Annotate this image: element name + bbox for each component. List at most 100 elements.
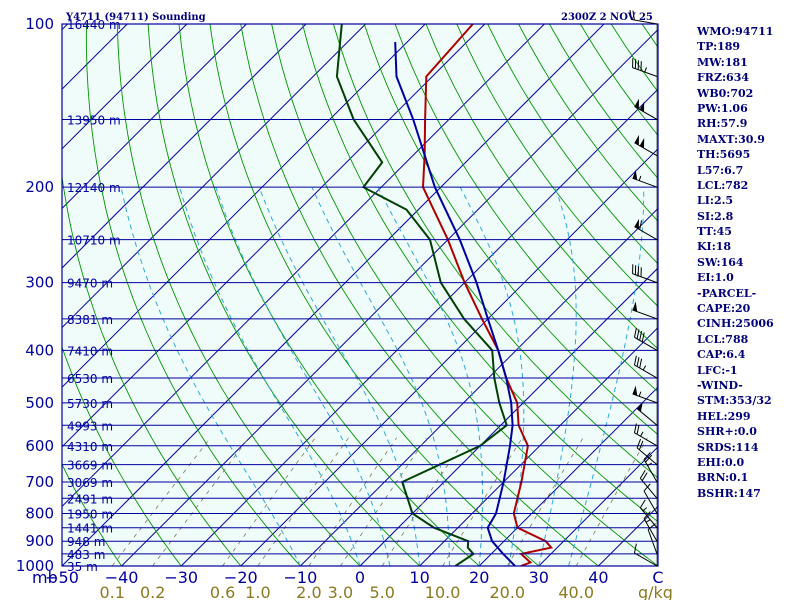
- pressure-tick-label: 1000: [16, 557, 54, 575]
- height-label: 3669 m: [67, 459, 113, 473]
- isotherm-line: [180, 88, 658, 566]
- isotherm-line: [359, 267, 658, 566]
- wind-barb: [643, 483, 658, 514]
- index-item: BRN:0.1: [697, 471, 749, 485]
- isotherm-line: [300, 207, 658, 566]
- mixing-ratio-label: 0.6: [210, 583, 235, 600]
- index-item: TT:45: [697, 225, 732, 239]
- wind-barb: [632, 264, 658, 284]
- index-item: EI:1.0: [697, 271, 734, 285]
- index-item: WMO:94711: [697, 25, 774, 38]
- mixing-ratio-label: 0.1: [99, 583, 124, 600]
- pressure-tick-label: 300: [25, 274, 54, 292]
- index-item: L57:6.7: [697, 163, 744, 177]
- index-item: SI:2.8: [697, 209, 734, 223]
- isotherm-line: [62, 24, 486, 448]
- wind-barb: [636, 401, 658, 426]
- moist-adiabat-line: [179, 187, 361, 566]
- isotherm-line: [121, 28, 658, 566]
- mixing-ratio-line: [222, 437, 316, 566]
- height-label: 948 m: [67, 535, 105, 549]
- wind-barb: [633, 355, 658, 379]
- index-item: CAPE:20: [697, 302, 751, 316]
- index-item: TH:5695: [697, 148, 751, 162]
- pressure-unit-label: mb: [32, 568, 58, 587]
- temperature-tick-label: 10: [409, 568, 429, 587]
- wind-barb: [634, 98, 658, 120]
- wind-barb: [639, 499, 658, 529]
- height-label: 3069 m: [67, 476, 113, 490]
- mixing-ratio-label: 10.0: [425, 583, 461, 600]
- isotherm-line: [478, 386, 658, 566]
- temperature-tick-label: 20: [469, 568, 489, 587]
- height-label: 4993 m: [67, 419, 113, 433]
- mixing-ratio-line: [340, 437, 427, 566]
- pressure-tick-label: 200: [25, 178, 54, 196]
- height-label: 12140 m: [67, 181, 121, 195]
- height-label: 1950 m: [67, 508, 113, 522]
- stability-indices-list: WMO:94711 TP:189 MW:181 FRZ:634 WB0:702 PW:1.…: [697, 24, 800, 501]
- isotherm-line: [419, 326, 658, 566]
- index-item: HEL:299: [697, 409, 751, 423]
- index-item: KI:18: [697, 240, 732, 254]
- wind-barb: [643, 511, 658, 542]
- index-item: STM:353/32: [697, 394, 772, 408]
- mixing-ratio-line: [257, 437, 349, 566]
- temperature-tick-label: 40: [588, 568, 608, 587]
- height-label: 2491 m: [67, 492, 113, 506]
- index-item: FRZ:634: [697, 71, 750, 85]
- wind-barb: [634, 134, 658, 157]
- plot-area: [62, 24, 658, 566]
- isotherm-line: [62, 24, 247, 210]
- temperature-tick-label: 30: [529, 568, 549, 587]
- isotherm-line: [62, 24, 366, 329]
- index-item: LI:2.5: [697, 194, 734, 208]
- isotherm-line: [62, 24, 426, 388]
- index-item: EHI:0.0: [697, 455, 745, 469]
- index-item: MAXT:30.9: [697, 132, 765, 146]
- index-item: CAP:6.4: [697, 348, 746, 362]
- index-item: -WIND-: [697, 378, 743, 392]
- index-item: WB0:702: [697, 86, 754, 100]
- height-label: 1441 m: [67, 522, 113, 536]
- temperature-unit-label: C: [652, 568, 663, 587]
- plot-frame: [61, 23, 659, 567]
- isotherm-line: [62, 24, 188, 150]
- isotherm-line: [62, 24, 605, 566]
- index-item: BSHR:147: [697, 486, 761, 500]
- mixing-ratio-label: 0.2: [140, 583, 165, 600]
- wind-barb: [634, 218, 658, 241]
- temperature-tick-label: −10: [284, 568, 318, 587]
- index-item: MW:181: [697, 55, 748, 69]
- wind-barb: [632, 58, 658, 77]
- pressure-tick-label: 500: [25, 394, 54, 412]
- index-item: SHR+:0.0: [697, 425, 757, 439]
- wind-barb: [639, 470, 658, 499]
- index-item: SW:164: [697, 255, 744, 269]
- wind-barb: [632, 301, 658, 320]
- pressure-tick-label: 100: [25, 15, 54, 33]
- wind-barb: [633, 327, 658, 351]
- wind-barb: [632, 169, 658, 188]
- pressure-tick-label: 800: [25, 505, 54, 523]
- height-label: 35 m: [67, 560, 98, 574]
- height-label: 6530 m: [67, 372, 113, 386]
- mixing-ratio-line: [308, 437, 397, 566]
- mixing-ratio-label: 5.0: [369, 583, 394, 600]
- index-item: LFC:-1: [697, 363, 738, 377]
- index-item: LCL:788: [697, 332, 749, 346]
- index-item: TP:189: [697, 40, 741, 54]
- mixing-ratio-line: [575, 437, 648, 566]
- height-label: 4310 m: [67, 440, 113, 454]
- moist-adiabat-line: [538, 187, 577, 566]
- moist-adiabat-line: [258, 187, 421, 566]
- wind-barb: [633, 543, 658, 567]
- temperature-tick-label: −20: [224, 568, 258, 587]
- mixing-ratio-label: 1.0: [245, 583, 270, 600]
- index-item: SRDS:114: [697, 440, 759, 454]
- height-label: 9470 m: [67, 277, 113, 291]
- mixing-ratio-label: 2.0: [296, 583, 321, 600]
- temperature-tick-label: 0: [355, 568, 365, 587]
- height-label: 13950 m: [67, 113, 121, 127]
- isotherm-line: [62, 24, 307, 269]
